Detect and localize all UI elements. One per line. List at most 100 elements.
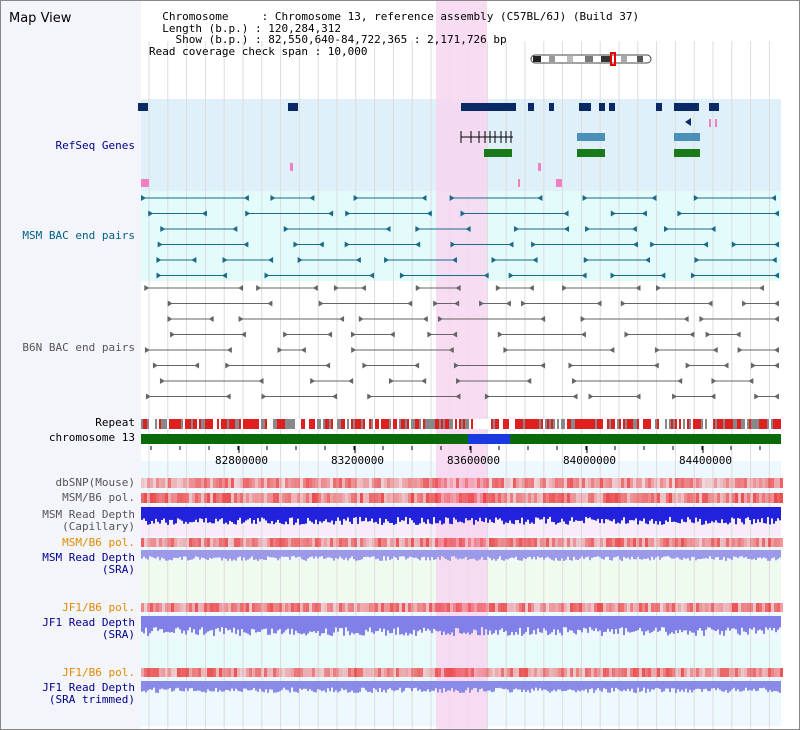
dbsnp-cell bbox=[486, 478, 489, 488]
repeat-segment bbox=[513, 419, 515, 429]
msm-pol-cell bbox=[369, 493, 372, 503]
msm-pol-cell bbox=[480, 493, 483, 503]
msm-pol-cell bbox=[693, 493, 696, 503]
jf1-depth-sra-bar bbox=[555, 616, 557, 636]
msm-depth-sra-bar bbox=[719, 550, 721, 561]
repeat-segment bbox=[699, 419, 701, 429]
jf1-depth-trimmed-bar bbox=[437, 681, 439, 693]
repeat-segment bbox=[305, 419, 307, 429]
msm-pol-cell bbox=[615, 493, 618, 503]
b6n-bac-pair-end bbox=[256, 285, 262, 291]
repeat-segment bbox=[721, 419, 723, 429]
msm-depth-sra-bar bbox=[375, 550, 377, 560]
msm-pol2-cell bbox=[252, 538, 255, 547]
repeat-segment bbox=[579, 419, 581, 429]
repeat-segment bbox=[271, 419, 273, 429]
jf1-depth-sra-bar bbox=[371, 616, 373, 633]
b6n-bac-pair-end bbox=[152, 362, 158, 369]
track-label-b6n-bac[interactable]: B6N BAC end pairs bbox=[22, 341, 135, 354]
jf1-depth-trimmed-bar bbox=[599, 681, 601, 691]
msm-depth-sra-bar bbox=[653, 550, 655, 560]
msm-pol-cell bbox=[753, 493, 756, 503]
msm-bac-pair-end bbox=[283, 226, 289, 232]
msm-pol2-cell bbox=[366, 538, 369, 547]
jf1-pol-cell bbox=[513, 603, 516, 612]
track-label-msm-b6-pol[interactable]: MSM/B6 pol. bbox=[62, 491, 135, 504]
jf1-depth-sra-bar bbox=[213, 616, 215, 636]
msm-depth-capillary-bar bbox=[769, 507, 771, 525]
msm-pol-cell bbox=[264, 493, 267, 503]
jf1-depth-sra-bar bbox=[507, 616, 509, 636]
msm-depth-sra-bar bbox=[669, 550, 671, 558]
jf1-depth-sra-bar bbox=[349, 616, 351, 636]
jf1-pol2-cell bbox=[279, 668, 282, 677]
jf1-depth-trimmed-bar bbox=[307, 681, 309, 691]
dbsnp-cell bbox=[273, 478, 276, 488]
jf1-pol-cell bbox=[603, 603, 606, 612]
jf1-pol-cell bbox=[255, 603, 258, 612]
jf1-depth-trimmed-bar bbox=[723, 681, 725, 692]
msm-depth-sra-bar bbox=[497, 550, 499, 559]
msm-pol-cell bbox=[222, 493, 225, 503]
jf1-pol-cell bbox=[153, 603, 156, 612]
msm-pol-cell bbox=[417, 493, 420, 503]
jf1-pol-cell bbox=[567, 603, 570, 612]
jf1-depth-sra-bar bbox=[423, 616, 425, 628]
track-label-msm-bac[interactable]: MSM BAC end pairs bbox=[22, 229, 135, 242]
repeat-segment bbox=[599, 419, 601, 429]
jf1-pol2-cell bbox=[678, 668, 681, 677]
track-label-jf1-depth-trimmed[interactable]: JF1 Read Depth (SRA trimmed) bbox=[42, 681, 135, 706]
dbsnp-cell bbox=[654, 478, 657, 488]
b6n-bac-pair-end bbox=[653, 362, 659, 369]
jf1-depth-sra-bar bbox=[647, 616, 649, 631]
dbsnp-cell bbox=[696, 478, 699, 488]
repeat-segment bbox=[395, 419, 397, 429]
msm-depth-sra-bar bbox=[687, 550, 689, 559]
msm-depth-capillary-bar bbox=[501, 507, 503, 521]
track-label-msm-depth-sra[interactable]: MSM Read Depth (SRA) bbox=[42, 551, 135, 576]
msm-depth-sra-bar bbox=[759, 550, 761, 558]
track-label-chromosome[interactable]: chromosome 13 bbox=[48, 431, 135, 444]
msm-depth-capillary-bar bbox=[159, 507, 161, 524]
msm-pol-cell bbox=[228, 493, 231, 503]
repeat-segment bbox=[615, 419, 617, 429]
jf1-pol-cell bbox=[348, 603, 351, 612]
msm-bac-pair-end bbox=[355, 257, 361, 263]
jf1-pol2-cell bbox=[768, 668, 771, 677]
track-label-dbsnp[interactable]: dbSNP(Mouse) bbox=[55, 476, 135, 489]
jf1-pol-cell bbox=[324, 603, 327, 612]
msm-depth-sra-bar bbox=[701, 550, 703, 559]
msm-bac-pair-end bbox=[693, 195, 699, 201]
repeat-segment bbox=[469, 419, 471, 429]
msm-depth-sra-bar bbox=[433, 550, 435, 560]
repeat-segment bbox=[425, 419, 427, 429]
track-label-jf1-b6-pol[interactable]: JF1/B6 pol. bbox=[62, 601, 135, 614]
dbsnp-cell bbox=[447, 478, 450, 488]
track-label-msm-b6-pol-2[interactable]: MSM/B6 pol. bbox=[62, 536, 135, 549]
jf1-depth-sra-bar bbox=[541, 616, 543, 633]
jf1-depth-trimmed-bar bbox=[721, 681, 723, 692]
msm-depth-capillary-bar bbox=[539, 507, 541, 520]
track-label-msm-depth-capillary[interactable]: MSM Read Depth (Capillary) bbox=[42, 508, 135, 533]
track-label-jf1-b6-pol-2[interactable]: JF1/B6 pol. bbox=[62, 666, 135, 679]
repeat-segment bbox=[629, 419, 631, 429]
msm-pol2-cell bbox=[411, 538, 414, 547]
jf1-depth-sra-bar bbox=[153, 616, 155, 628]
track-label-repeat[interactable]: Repeat bbox=[95, 416, 135, 429]
msm-depth-capillary-bar bbox=[729, 507, 731, 523]
track-label-jf1-depth-sra[interactable]: JF1 Read Depth (SRA) bbox=[42, 616, 135, 641]
msm-pol2-cell bbox=[666, 538, 669, 547]
msm-depth-capillary-bar bbox=[749, 507, 751, 520]
msm-depth-capillary-bar bbox=[213, 507, 215, 524]
track-label-refseq[interactable]: RefSeq Genes bbox=[55, 139, 135, 152]
jf1-depth-sra-bar bbox=[345, 616, 347, 628]
jf1-depth-sra-bar bbox=[379, 616, 381, 629]
jf1-depth-sra-bar bbox=[373, 616, 375, 634]
msm-pol2-cell bbox=[216, 538, 219, 547]
msm-depth-capillary-bar bbox=[469, 507, 471, 521]
msm-pol2-cell bbox=[624, 538, 627, 547]
jf1-depth-trimmed-bar bbox=[657, 681, 659, 689]
b6n-bac-pair-end bbox=[707, 300, 713, 307]
msm-depth-sra-bar bbox=[555, 550, 557, 558]
